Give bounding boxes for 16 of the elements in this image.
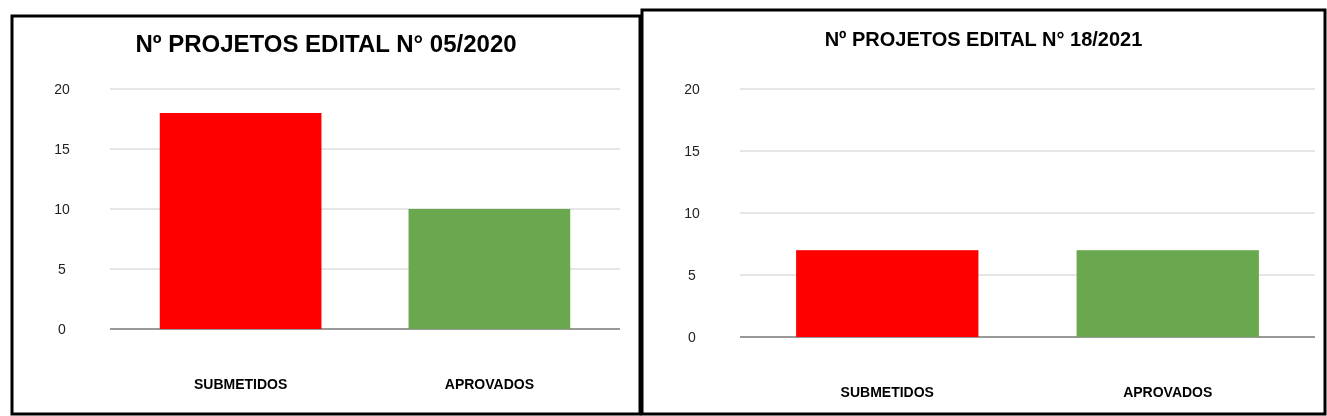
y-tick-label: 10 xyxy=(54,200,70,217)
x-tick-label: APROVADOS xyxy=(444,376,534,392)
y-tick-label: 10 xyxy=(684,204,700,221)
x-tick-label: SUBMETIDOS xyxy=(840,384,934,400)
y-tick-label: 20 xyxy=(54,80,70,97)
chart-title: Nº PROJETOS EDITAL N° 18/2021 xyxy=(824,28,1143,50)
y-tick-label: 0 xyxy=(58,320,67,337)
y-tick-label: 5 xyxy=(58,260,67,277)
y-tick-label: 0 xyxy=(688,328,697,345)
y-tick-label: 15 xyxy=(54,140,70,157)
x-tick-label: APROVADOS xyxy=(1123,384,1213,400)
chart-title: Nº PROJETOS EDITAL N° 05/2020 xyxy=(135,30,517,57)
x-tick-label: SUBMETIDOS xyxy=(193,376,288,392)
y-tick-label: 20 xyxy=(684,80,700,97)
y-tick-label: 15 xyxy=(684,142,700,159)
y-tick-label: 5 xyxy=(688,266,697,283)
